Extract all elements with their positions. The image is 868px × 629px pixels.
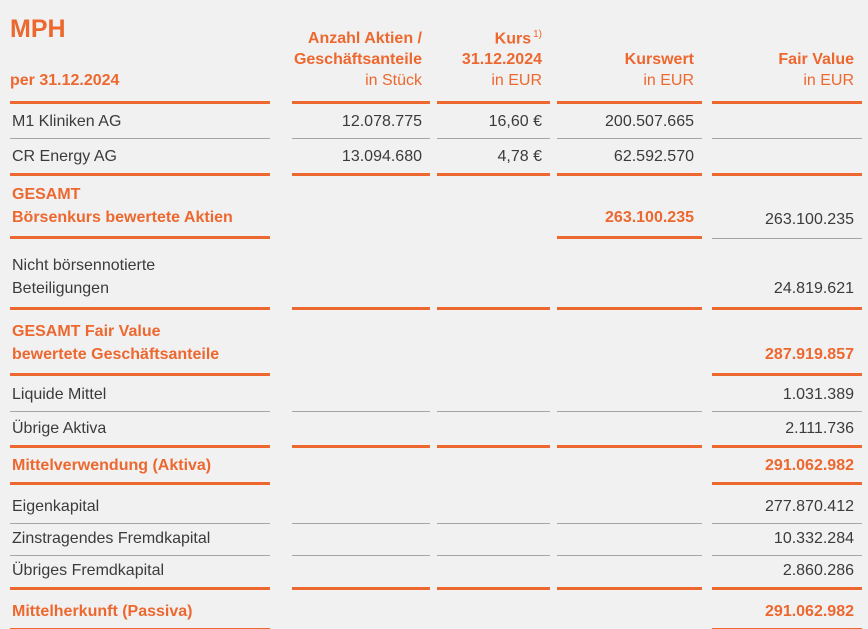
cell-fair-value: 277.870.412 <box>712 497 862 524</box>
cell-kurswert <box>557 602 702 629</box>
footnote-marker: 1) <box>533 28 542 40</box>
column-header-line: Kurs 1) <box>437 24 542 49</box>
column-unit: in EUR <box>803 72 854 89</box>
cell-kurswert <box>557 419 702 448</box>
row-label: GESAMT Börsenkurs bewertete Aktien <box>10 183 270 239</box>
table-row: CR Energy AG 13.094.680 4,78 € 62.592.57… <box>10 139 862 176</box>
cell-kurs <box>437 183 550 239</box>
column-header-line: Anzahl Aktien / <box>307 30 422 47</box>
column-header-line: Geschäftsanteile <box>293 51 422 68</box>
cell-kurs: 16,60 € <box>437 112 550 139</box>
cell-anzahl <box>292 497 430 524</box>
cell-anzahl: 12.078.775 <box>292 112 430 139</box>
cell-fair-value <box>712 147 862 176</box>
row-label: Nicht börsennotierte Beteiligungen <box>10 254 270 310</box>
cell-fair-value: 2.860.286 <box>712 561 862 590</box>
row-label: Mittelverwendung (Aktiva) <box>10 456 270 485</box>
row-label-line2: Beteiligungen <box>12 280 109 297</box>
cell-anzahl <box>292 561 430 590</box>
table-row: M1 Kliniken AG 12.078.775 16,60 € 200.50… <box>10 104 862 139</box>
table-row: Eigenkapital 277.870.412 <box>10 485 862 524</box>
table-row-total: GESAMT Börsenkurs bewertete Aktien 263.1… <box>10 176 862 239</box>
column-header-kurs: Kurs 1) 31.12.2024 in EUR <box>437 0 550 104</box>
cell-anzahl <box>292 456 430 485</box>
cell-anzahl <box>292 419 430 448</box>
cell-anzahl <box>292 254 430 310</box>
row-label: Eigenkapital <box>10 497 270 524</box>
cell-kurswert: 263.100.235 <box>557 183 702 239</box>
cell-anzahl: 13.094.680 <box>292 147 430 176</box>
cell-kurswert: 200.507.665 <box>557 112 702 139</box>
table-row: Übrige Aktiva 2.111.736 <box>10 412 862 448</box>
cell-anzahl <box>292 385 430 412</box>
row-label: Zinstragendes Fremdkapital <box>10 529 270 556</box>
row-label-line1: GESAMT <box>12 186 81 203</box>
report-date: per 31.12.2024 <box>10 72 120 89</box>
row-label-line2: bewertete Geschäftsanteile <box>12 346 220 363</box>
cell-anzahl <box>292 529 430 556</box>
row-label: Mittelherkunft (Passiva) <box>10 602 270 629</box>
column-header-kurswert: Kurswert in EUR <box>557 0 702 104</box>
cell-kurswert <box>557 561 702 590</box>
table-row-total: Mittelherkunft (Passiva) 291.062.982 <box>10 590 862 629</box>
table-row-total: Mittelverwendung (Aktiva) 291.062.982 <box>10 448 862 485</box>
cell-fair-value: 2.111.736 <box>712 419 862 448</box>
row-label: Übrige Aktiva <box>10 419 270 448</box>
cell-fair-value: 291.062.982 <box>712 602 862 629</box>
cell-fair-value: 263.100.235 <box>712 183 862 239</box>
cell-kurs <box>437 320 550 376</box>
cell-kurs <box>437 561 550 590</box>
row-label: M1 Kliniken AG <box>10 112 270 139</box>
column-header-line: 31.12.2024 <box>461 51 542 68</box>
cell-fair-value: 10.332.284 <box>712 529 862 556</box>
table-row-total: GESAMT Fair Value bewertete Geschäftsant… <box>10 310 862 376</box>
row-label-line2: Börsenkurs bewertete Aktien <box>12 209 233 226</box>
cell-kurs <box>437 254 550 310</box>
column-header-line: Fair Value <box>778 51 854 68</box>
cell-kurswert <box>557 456 702 485</box>
cell-kurswert: 62.592.570 <box>557 147 702 176</box>
row-label: Übriges Fremdkapital <box>10 561 270 590</box>
header-title-cell: MPH per 31.12.2024 <box>10 0 270 104</box>
column-unit: in EUR <box>643 72 694 89</box>
cell-anzahl <box>292 183 430 239</box>
cell-kurs <box>437 529 550 556</box>
table-row: Zinstragendes Fremdkapital 10.332.284 <box>10 524 862 556</box>
cell-kurs <box>437 385 550 412</box>
cell-kurs: 4,78 € <box>437 147 550 176</box>
table-row: Liquide Mittel 1.031.389 <box>10 376 862 412</box>
column-unit: in Stück <box>365 72 422 89</box>
column-header-line: Kurswert <box>624 51 694 68</box>
cell-kurswert <box>557 254 702 310</box>
row-label: GESAMT Fair Value bewertete Geschäftsant… <box>10 320 270 376</box>
row-label: CR Energy AG <box>10 147 270 176</box>
kurs-label: Kurs <box>494 30 532 47</box>
cell-fair-value: 291.062.982 <box>712 456 862 485</box>
cell-fair-value: 287.919.857 <box>712 320 862 376</box>
cell-kurswert <box>557 529 702 556</box>
cell-kurswert <box>557 497 702 524</box>
row-label-line1: GESAMT Fair Value <box>12 323 161 340</box>
cell-kurswert <box>557 320 702 376</box>
cell-anzahl <box>292 602 430 629</box>
column-unit: in EUR <box>491 72 542 89</box>
table-row: Nicht börsennotierte Beteiligungen 24.81… <box>10 239 862 310</box>
cell-kurs <box>437 602 550 629</box>
row-label: Liquide Mittel <box>10 385 270 412</box>
table-row: Übriges Fremdkapital 2.860.286 <box>10 556 862 590</box>
cell-anzahl <box>292 320 430 376</box>
column-header-fair-value: Fair Value in EUR <box>712 0 862 104</box>
cell-kurs <box>437 497 550 524</box>
cell-fair-value: 1.031.389 <box>712 385 862 412</box>
cell-fair-value: 24.819.621 <box>712 254 862 310</box>
table-header: MPH per 31.12.2024 Anzahl Aktien / Gesch… <box>10 0 862 104</box>
column-header-anzahl: Anzahl Aktien / Geschäftsanteile in Stüc… <box>292 0 430 104</box>
cell-kurs <box>437 456 550 485</box>
report-title: MPH <box>10 15 66 43</box>
cell-fair-value <box>712 112 862 139</box>
row-label-line1: Nicht börsennotierte <box>12 257 156 274</box>
cell-kurswert <box>557 385 702 412</box>
cell-kurs <box>437 419 550 448</box>
